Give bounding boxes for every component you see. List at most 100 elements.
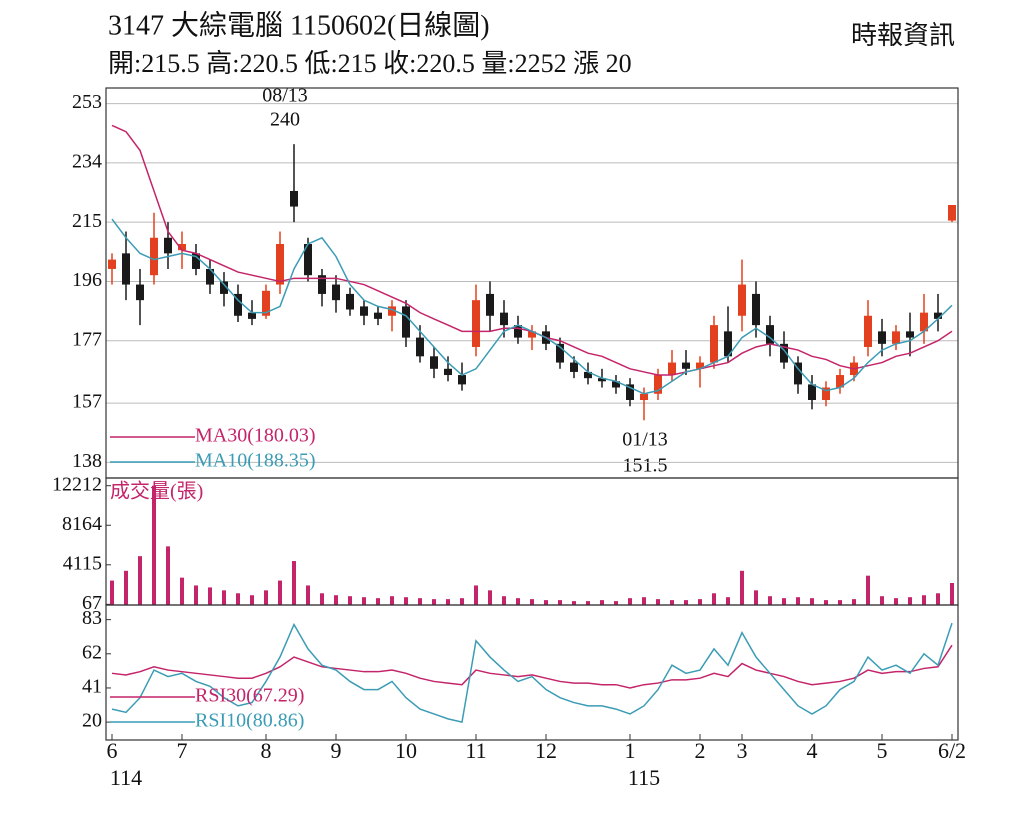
candle-body (304, 244, 312, 276)
candle-body (934, 312, 942, 319)
candle-body (556, 343, 564, 363)
line (111, 644, 953, 689)
candle-body (220, 281, 228, 294)
volume-bar (418, 598, 422, 605)
candle-body (276, 244, 284, 285)
candle-body (892, 331, 900, 344)
legend-label: MA30(180.03) (195, 425, 316, 447)
candle-body (472, 300, 480, 347)
volume-bar (838, 600, 842, 605)
candle-body (724, 331, 732, 357)
candle-body (640, 393, 648, 400)
candle-body (486, 293, 494, 316)
source: 時報資訊 (851, 21, 955, 50)
volume-bar (614, 601, 618, 605)
x-tick-label: 6/2 (938, 738, 966, 763)
volume-bar (600, 600, 604, 605)
candle-body (654, 375, 662, 394)
volume-bar (824, 600, 828, 605)
volume-bar (292, 561, 296, 605)
candle-body (612, 381, 620, 388)
candle-body (598, 378, 606, 382)
line (111, 218, 953, 395)
candle-body (332, 284, 340, 301)
volume-bar (558, 600, 562, 605)
candle-body (766, 325, 774, 344)
volume-bar (278, 580, 282, 605)
volume-bar (390, 596, 394, 605)
x-tick-label: 9 (331, 738, 342, 763)
volume-bar (348, 596, 352, 605)
volume-bar (474, 585, 478, 605)
panel-border (105, 87, 959, 479)
candle-body (458, 375, 466, 385)
line (111, 622, 953, 724)
candle-body (528, 331, 536, 338)
candle-body (150, 237, 158, 276)
x-sub-label: 114 (110, 765, 142, 790)
volume-bar (670, 600, 674, 605)
y-tick-label: 41 (82, 676, 102, 698)
panel-border (105, 604, 959, 741)
volume-bar (516, 598, 520, 605)
candle-body (794, 362, 802, 385)
x-sub-label: 115 (628, 765, 660, 790)
volume-bar (110, 580, 114, 605)
x-tick-label: 1 (625, 738, 636, 763)
volume-bar (530, 599, 534, 605)
volume-bar (572, 601, 576, 605)
x-tick-label: 8 (261, 738, 272, 763)
volume-bar (250, 595, 254, 605)
x-tick-label: 5 (877, 738, 888, 763)
volume-bar (404, 597, 408, 605)
candle-body (948, 205, 956, 221)
volume-bar (320, 593, 324, 605)
volume-bar (194, 585, 198, 605)
y-tick-label: 20 (82, 710, 102, 732)
volume-bar (866, 575, 870, 605)
annotation: 08/13 (262, 85, 308, 107)
candle-body (234, 293, 242, 316)
volume-bar (726, 597, 730, 605)
volume-bar (138, 556, 142, 605)
candle-body (710, 325, 718, 363)
legend-label: MA10(188.35) (195, 450, 316, 472)
y-tick-label: 67 (82, 592, 102, 614)
candle-body (178, 244, 186, 251)
candle-body (808, 384, 816, 400)
candle-body (878, 331, 886, 344)
volume-bar (432, 599, 436, 605)
x-tick-label: 3 (737, 738, 748, 763)
y-tick-label: 215 (72, 210, 102, 232)
candle-body (206, 268, 214, 285)
volume-bar (208, 587, 212, 605)
volume-bar (446, 599, 450, 605)
volume-bar (684, 600, 688, 605)
volume-bar (306, 585, 310, 605)
x-tick-label: 11 (465, 738, 486, 763)
volume-bar (740, 570, 744, 605)
volume-bar (754, 590, 758, 605)
candle-body (906, 331, 914, 338)
candle-body (626, 384, 634, 400)
candle-body (822, 387, 830, 400)
volume-bar (180, 577, 184, 605)
y-tick-label: 4115 (63, 552, 102, 574)
legend-label: RSI10(80.86) (195, 710, 304, 732)
candle-body (374, 312, 382, 319)
x-tick-label: 2 (695, 738, 706, 763)
volume-bar (880, 596, 884, 605)
volume-bar (334, 595, 338, 605)
volume-bar (796, 597, 800, 605)
y-tick-label: 196 (72, 269, 102, 291)
y-tick-label: 157 (72, 391, 102, 413)
candle-body (668, 362, 676, 376)
volume-bar (712, 593, 716, 605)
candle-body (752, 293, 760, 326)
candle-body (682, 362, 690, 369)
y-tick-label: 62 (82, 641, 102, 663)
volume-bar (544, 600, 548, 605)
y-tick-label: 83 (82, 607, 102, 629)
candle-body (164, 237, 172, 254)
volume-bar (810, 598, 814, 605)
